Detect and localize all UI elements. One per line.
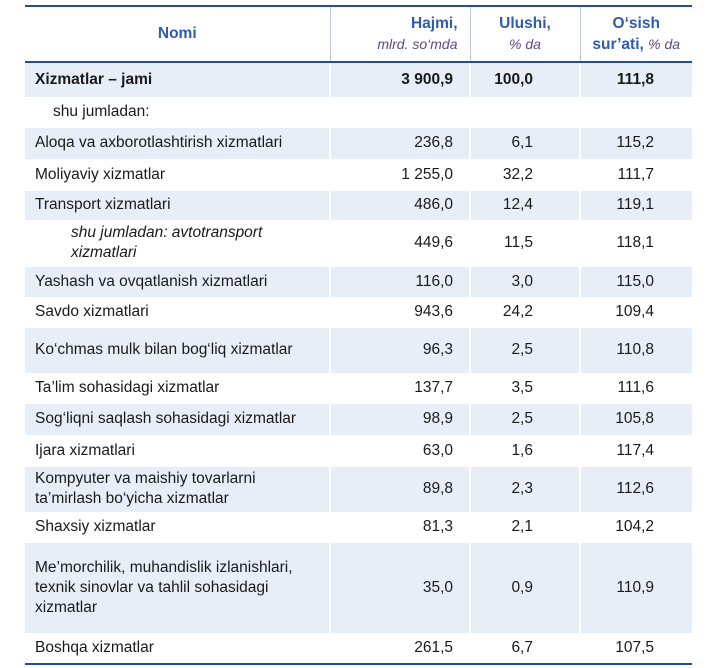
row-growth: 107,5	[579, 632, 692, 665]
row-volume: 81,3	[329, 511, 470, 542]
table-row: Transport xizmatlari 486,0 12,4 119,1	[25, 189, 692, 220]
row-share: 0,9	[469, 541, 580, 633]
row-name: Shaxsiy xizmatlar	[25, 511, 330, 542]
table-row: Yashash va ovqatlanish xizmatlari 116,0 …	[25, 265, 692, 297]
row-volume: 449,6	[329, 219, 470, 266]
row-volume: 261,5	[329, 632, 470, 665]
column-header-volume: Hajmi, mlrd. so‘mda	[329, 5, 470, 63]
row-share: 11,5	[469, 219, 580, 266]
row-growth: 110,9	[579, 541, 692, 633]
services-table: Nomi Hajmi, mlrd. so‘mda Ulushi, % da O‘…	[25, 5, 692, 665]
row-share: 2,5	[469, 326, 580, 373]
column-header-name: Nomi	[25, 5, 330, 63]
row-name: Ijara xizmatlari	[25, 434, 330, 466]
row-volume: 486,0	[329, 189, 470, 220]
row-growth: 112,6	[579, 465, 692, 512]
column-header-share: Ulushi, % da	[469, 5, 580, 63]
row-growth: 111,7	[579, 158, 692, 190]
row-volume: 1 255,0	[329, 158, 470, 190]
row-growth: 115,2	[579, 126, 692, 159]
table-row: Me’morchilik, muhandislik izlanishlari, …	[25, 541, 692, 633]
row-growth: 105,8	[579, 402, 692, 435]
row-share: 6,1	[469, 126, 580, 159]
row-volume: 943,6	[329, 296, 470, 327]
column-header-growth: O‘sish sur’ati, % da	[579, 5, 693, 63]
row-name: Savdo xizmatlari	[25, 296, 330, 327]
row-share: 32,2	[469, 158, 580, 190]
table-row: Ijara xizmatlari 63,0 1,6 117,4	[25, 434, 692, 466]
row-name: Kompyuter va maishiy tovarlarni ta’mirla…	[25, 465, 330, 512]
row-share	[469, 96, 580, 127]
row-share: 12,4	[469, 189, 580, 220]
row-share: 2,3	[469, 465, 580, 512]
row-volume: 3 900,9	[329, 61, 470, 97]
row-name: Ta’lim sohasidagi xizmatlar	[25, 372, 330, 403]
row-name: Moliyaviy xizmatlar	[25, 158, 330, 190]
row-share: 100,0	[469, 61, 580, 97]
row-share: 1,6	[469, 434, 580, 466]
row-name: Ko‘chmas mulk bilan bog‘liq xizmatlar	[25, 326, 330, 373]
row-growth: 111,8	[579, 61, 692, 97]
table-row: Savdo xizmatlari 943,6 24,2 109,4	[25, 296, 692, 327]
row-growth: 115,0	[579, 265, 692, 297]
growth-unit: % da	[648, 35, 681, 52]
row-name: shu jumladan: avtotransport xizmatlari	[25, 219, 330, 266]
table-row-total: Xizmatlar – jami 3 900,9 100,0 111,8	[25, 61, 692, 97]
row-volume: 35,0	[329, 541, 470, 633]
row-growth: 117,4	[579, 434, 692, 466]
row-growth: 119,1	[579, 189, 692, 220]
row-name: Aloqa va axborotlashtirish xizmatlari	[25, 126, 330, 159]
volume-title: Hajmi,	[410, 15, 458, 32]
share-unit: % da	[509, 36, 541, 52]
volume-unit: mlrd. so‘mda	[377, 36, 458, 52]
row-name: Sog‘liqni saqlash sohasidagi xizmatlar	[25, 402, 330, 435]
row-volume	[329, 96, 470, 127]
table-row: Ta’lim sohasidagi xizmatlar 137,7 3,5 11…	[25, 372, 692, 403]
row-growth: 110,8	[579, 326, 692, 373]
row-growth	[579, 96, 692, 127]
share-title: Ulushi,	[499, 15, 551, 32]
table-row: Aloqa va axborotlashtirish xizmatlari 23…	[25, 126, 692, 159]
table-row: Boshqa xizmatlar 261,5 6,7 107,5	[25, 632, 692, 665]
row-growth: 111,6	[579, 372, 692, 403]
table-row: Kompyuter va maishiy tovarlarni ta’mirla…	[25, 465, 692, 512]
table-row: Shaxsiy xizmatlar 81,3 2,1 104,2	[25, 511, 692, 542]
growth-subtitle: sur’ati, % da	[581, 34, 693, 55]
row-share: 3,0	[469, 265, 580, 297]
row-share: 2,1	[469, 511, 580, 542]
table-row: Sog‘liqni saqlash sohasidagi xizmatlar 9…	[25, 402, 692, 435]
table-row-indented: shu jumladan: avtotransport xizmatlari 4…	[25, 219, 692, 266]
row-name: Xizmatlar – jami	[25, 61, 330, 97]
growth-title: O‘sish	[612, 14, 660, 32]
row-share: 2,5	[469, 402, 580, 435]
row-volume: 96,3	[329, 326, 470, 373]
row-share: 6,7	[469, 632, 580, 665]
table-row: Moliyaviy xizmatlar 1 255,0 32,2 111,7	[25, 158, 692, 190]
row-growth: 118,1	[579, 219, 692, 266]
table-row: Ko‘chmas mulk bilan bog‘liq xizmatlar 96…	[25, 326, 692, 373]
row-volume: 116,0	[329, 265, 470, 297]
row-growth: 109,4	[579, 296, 692, 327]
row-share: 3,5	[469, 372, 580, 403]
row-volume: 137,7	[329, 372, 470, 403]
row-volume: 63,0	[329, 434, 470, 466]
row-volume: 98,9	[329, 402, 470, 435]
table-header-row: Nomi Hajmi, mlrd. so‘mda Ulushi, % da O‘…	[25, 5, 693, 63]
row-name: Me’morchilik, muhandislik izlanishlari, …	[25, 541, 330, 633]
row-name: Yashash va ovqatlanish xizmatlari	[25, 265, 330, 297]
row-volume: 89,8	[329, 465, 470, 512]
row-growth: 104,2	[579, 511, 692, 542]
row-name: Transport xizmatlari	[25, 189, 330, 220]
row-name: shu jumladan:	[25, 96, 330, 127]
row-name: Boshqa xizmatlar	[25, 632, 330, 665]
row-volume: 236,8	[329, 126, 470, 159]
table-row-subheading: shu jumladan:	[25, 96, 692, 127]
row-share: 24,2	[469, 296, 580, 327]
growth-title-rest: sur’ati,	[592, 35, 644, 53]
